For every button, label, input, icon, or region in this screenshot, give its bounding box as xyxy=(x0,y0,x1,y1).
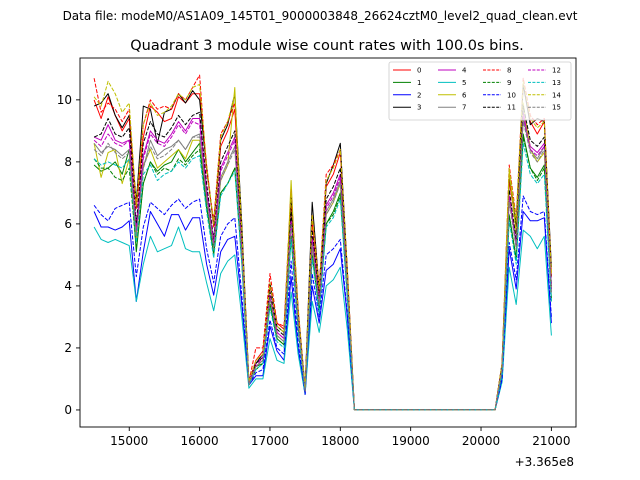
legend-label-5: 5 xyxy=(462,79,466,87)
y-tick-label: 8 xyxy=(64,155,72,169)
legend-label-6: 6 xyxy=(462,91,467,99)
legend-label-0: 0 xyxy=(417,67,421,75)
y-tick-label: 4 xyxy=(64,279,72,293)
legend-label-7: 7 xyxy=(462,104,466,112)
y-tick-label: 2 xyxy=(64,341,72,355)
x-tick-label: 21000 xyxy=(532,434,570,448)
legend-label-3: 3 xyxy=(417,104,421,112)
x-tick-label: 18000 xyxy=(321,434,359,448)
x-tick-label: 20000 xyxy=(462,434,500,448)
legend-label-8: 8 xyxy=(507,67,511,75)
legend-label-9: 9 xyxy=(507,79,511,87)
x-tick-label: 17000 xyxy=(251,434,289,448)
legend-label-4: 4 xyxy=(462,67,467,75)
x-tick-label: 19000 xyxy=(392,434,430,448)
x-tick-label: 15000 xyxy=(110,434,148,448)
legend-label-11: 11 xyxy=(507,104,516,112)
legend-label-15: 15 xyxy=(552,104,561,112)
chart-figure: Data file: modeM0/AS1A09_145T01_90000038… xyxy=(0,0,640,480)
legend-label-13: 13 xyxy=(552,79,561,87)
legend-label-2: 2 xyxy=(417,91,421,99)
legend-label-14: 14 xyxy=(552,91,561,99)
x-offset-label: +3.365e8 xyxy=(515,455,574,469)
figure-suptitle: Data file: modeM0/AS1A09_145T01_90000038… xyxy=(63,9,578,23)
chart-title: Quadrant 3 module wise count rates with … xyxy=(130,38,524,54)
y-tick-label: 0 xyxy=(64,403,72,417)
y-tick-label: 10 xyxy=(57,93,72,107)
x-tick-label: 16000 xyxy=(181,434,219,448)
y-tick-label: 6 xyxy=(64,217,72,231)
legend-label-1: 1 xyxy=(417,79,421,87)
legend-label-12: 12 xyxy=(552,67,561,75)
legend-label-10: 10 xyxy=(507,91,516,99)
